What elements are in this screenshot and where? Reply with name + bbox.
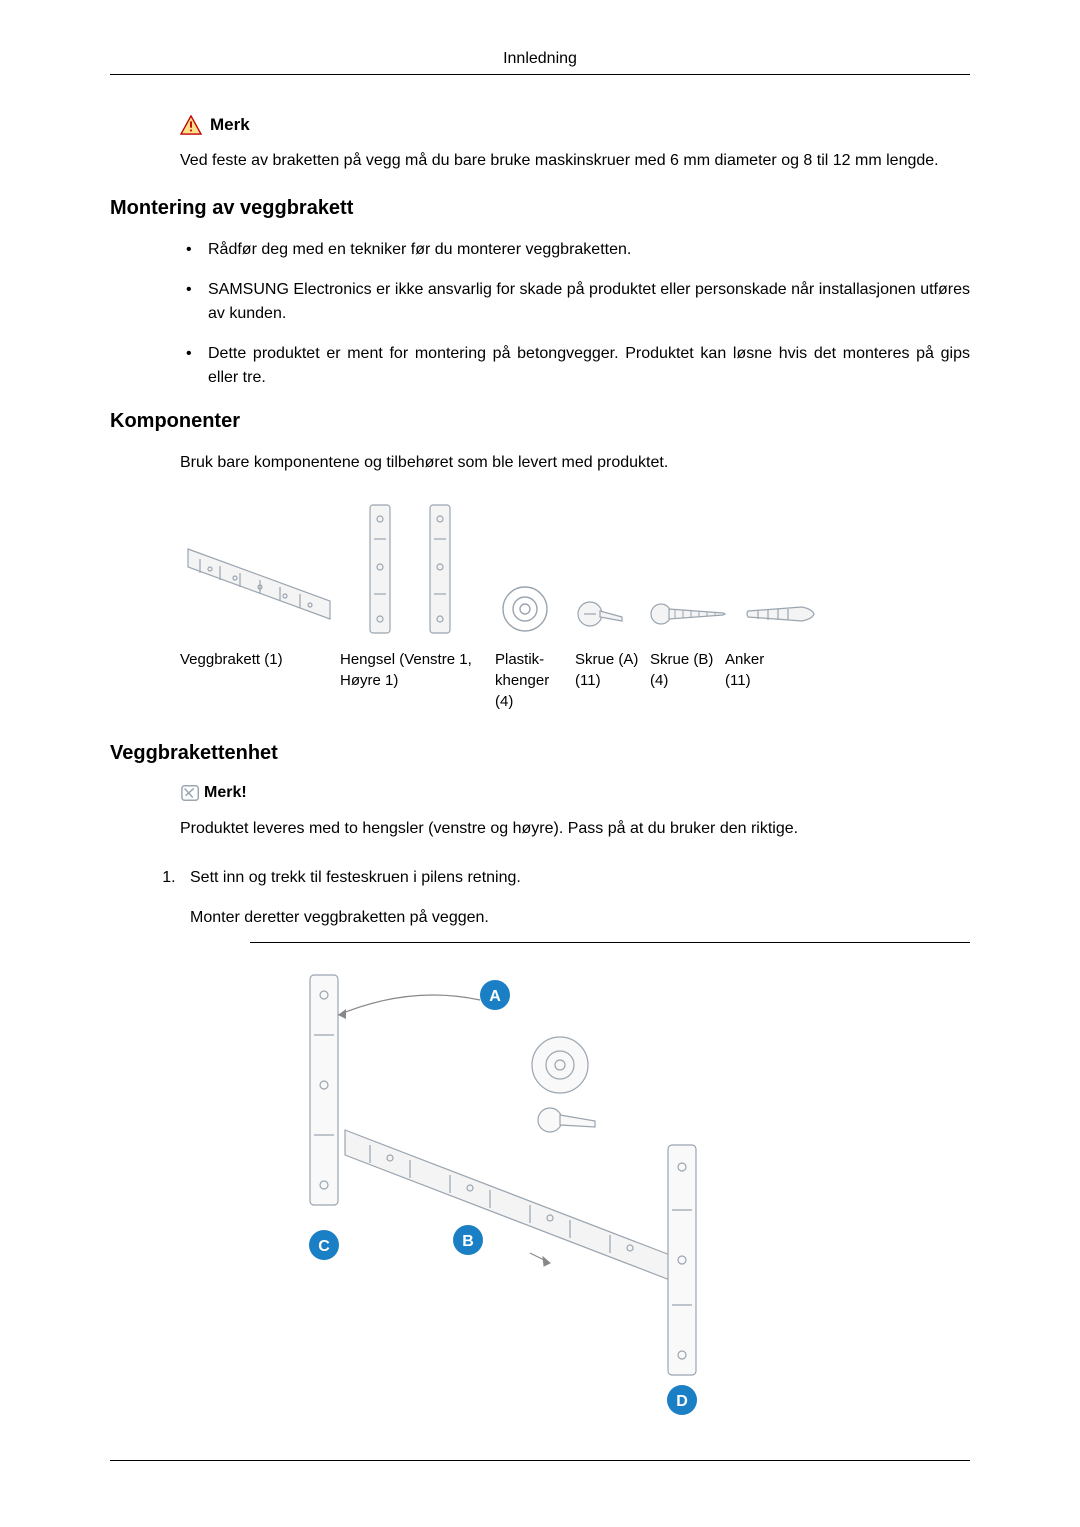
callout-a: A — [489, 988, 501, 1005]
label-screw-b: Skrue (B)(4) — [650, 649, 725, 712]
label-plastic: Plastik-khenger (4) — [495, 649, 575, 712]
components-intro: Bruk bare komponentene og tilbehøret som… — [180, 451, 970, 475]
merk-label: Merk — [210, 115, 250, 135]
components-images — [180, 499, 970, 639]
screw-b-icon — [645, 589, 730, 639]
step-text: Sett inn og trekk til festeskruen i pile… — [190, 869, 521, 886]
section-mounting-title: Montering av veggbrakett — [110, 197, 970, 220]
header-title: Innledning — [503, 50, 577, 67]
step-item: Sett inn og trekk til festeskruen i pile… — [180, 865, 970, 930]
hinge-icon — [350, 499, 480, 639]
mounting-bullets: Rådfør deg med en tekniker før du monter… — [180, 238, 970, 390]
assembly-note-text: Produktet leveres med to hengsler (venst… — [180, 817, 970, 841]
callout-c: C — [318, 1238, 330, 1255]
label-hinge: Hengsel (Venstre 1, Høyre 1) — [340, 649, 495, 712]
bracket-icon — [180, 519, 340, 639]
bullet-item: SAMSUNG Electronics er ikke ansvarlig fo… — [180, 278, 970, 326]
merk-row: Merk — [180, 115, 970, 135]
assembly-steps: Sett inn og trekk til festeskruen i pile… — [180, 865, 970, 930]
assembly-figure: A B C D — [250, 942, 970, 1420]
label-anchor: Anker (11) — [725, 649, 795, 712]
callout-b: B — [462, 1233, 474, 1250]
label-bracket: Veggbrakett (1) — [180, 649, 340, 712]
page-header: Innledning — [110, 50, 970, 75]
step-sub: Monter deretter veggbraketten på veggen. — [190, 905, 970, 931]
assembly-note-row: Merk! — [180, 783, 970, 803]
callout-d: D — [676, 1393, 688, 1410]
section-assembly-title: Veggbrakettenhet — [110, 742, 970, 765]
label-screw-a: Skrue (A)(11) — [575, 649, 650, 712]
merk-text: Ved feste av braketten på vegg må du bar… — [180, 149, 970, 173]
anchor-icon — [740, 589, 820, 639]
bullet-item: Dette produktet er ment for montering på… — [180, 342, 970, 390]
assembly-note-label: Merk! — [204, 784, 247, 802]
warning-icon — [180, 115, 202, 135]
note-icon — [180, 783, 202, 803]
bullet-item: Rådfør deg med en tekniker før du monter… — [180, 238, 970, 262]
plastic-hanger-icon — [490, 579, 560, 639]
screw-a-icon — [570, 589, 635, 639]
footer-rule — [110, 1460, 970, 1461]
section-components-title: Komponenter — [110, 410, 970, 433]
components-labels: Veggbrakett (1) Hengsel (Venstre 1, Høyr… — [180, 649, 970, 712]
